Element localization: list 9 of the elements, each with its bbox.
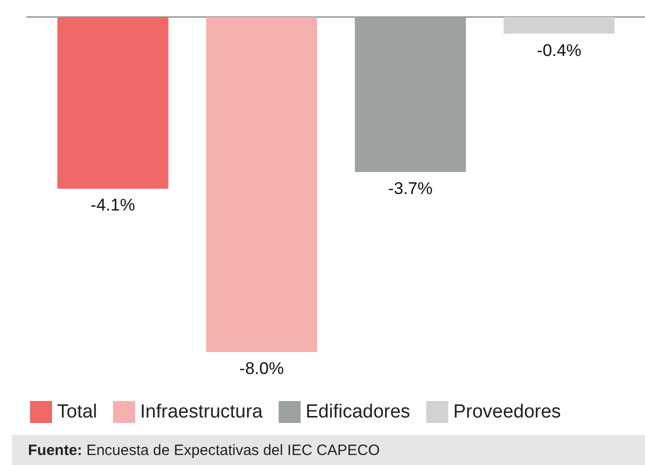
legend-label: Infraestructura [140,402,264,422]
data-label: -8.0% [239,359,284,378]
legend-label: Total [57,402,98,422]
data-label: -4.1% [90,196,136,215]
data-label: -3.7% [388,178,433,198]
legend-label: Proveedores [453,402,561,422]
source-note: Fuente: Encuesta de Expectativas del IEC CAPECO [28,442,380,459]
data-label: -0.4% [536,40,582,60]
legend-label: Edificadores [306,402,410,422]
